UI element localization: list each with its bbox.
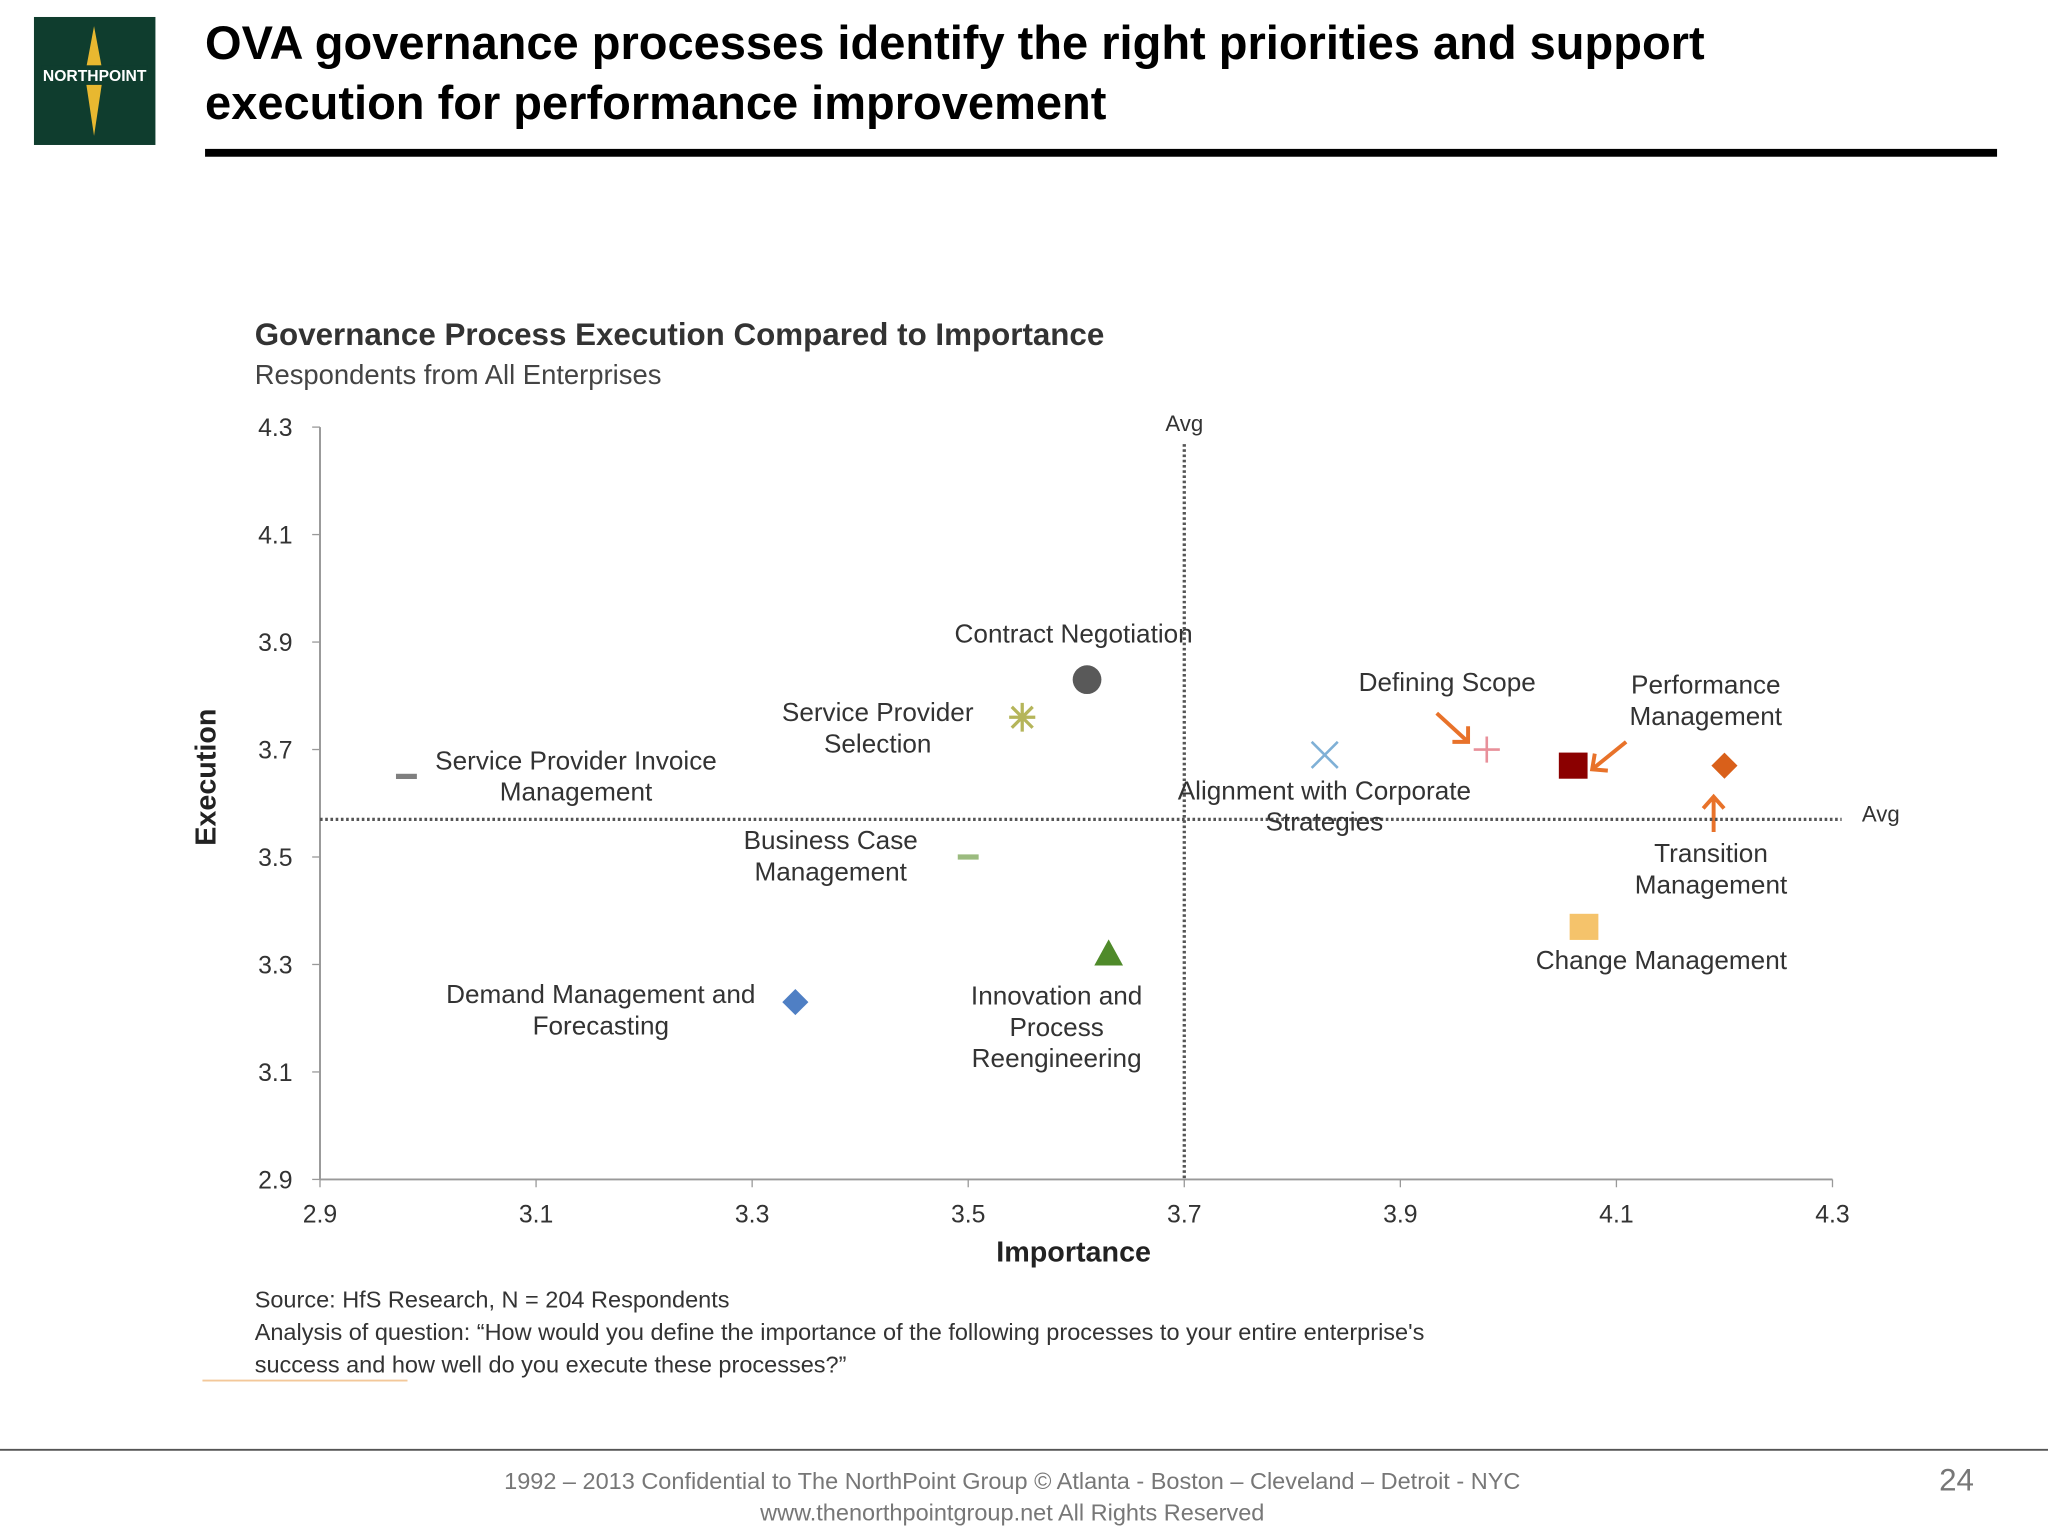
point (1473, 736, 1500, 763)
x-tick-label: 3.5 (951, 1202, 985, 1229)
note: Analysis of question: “How would you def… (255, 1319, 1425, 1345)
y-tick-label: 3.3 (258, 953, 292, 980)
y-tick-label: 3.1 (258, 1060, 292, 1087)
arrow (1701, 793, 1726, 832)
point-label: Innovation and Process Reengineering (970, 982, 1143, 1074)
chart-subtitle: Respondents from All Enterprises (255, 359, 662, 390)
y-tick-label: 3.5 (258, 845, 292, 872)
y-tick-label: 3.9 (258, 630, 292, 657)
chart-title: Governance Process Execution Compared to… (255, 317, 1105, 352)
arrow (1589, 740, 1628, 773)
source: Source: HfS Research, N = 204 Respondent… (255, 1286, 730, 1312)
point (1558, 752, 1588, 779)
point-label: Demand Management and Forecasting (446, 980, 756, 1041)
y-tick-label: 4.3 (258, 415, 292, 442)
point (395, 773, 417, 780)
point-label: Contract Negotiation (954, 620, 1193, 650)
logo-band (41, 65, 148, 85)
x-tick-label: 3.9 (1383, 1202, 1417, 1229)
point (1072, 665, 1102, 695)
x-tick-label: 3.3 (735, 1202, 769, 1229)
point (1569, 913, 1599, 940)
point-label: Change Management (1535, 946, 1787, 976)
slide-title: execution for performance improvement (205, 76, 1107, 129)
point-label: Service Provider Invoice Management (435, 747, 717, 808)
point-label: Transition Management (1634, 839, 1788, 900)
point-label: Defining Scope (1358, 668, 1536, 698)
logo-text: NORTHPOINT (43, 68, 147, 85)
point (1310, 740, 1339, 769)
y-axis-label: Execution (191, 709, 223, 846)
point-label: Service Provider Selection (781, 698, 974, 759)
x-axis-label: Importance (996, 1237, 1151, 1269)
footer: www.thenorthpointgroup.net All Rights Re… (759, 1499, 1264, 1525)
x-tick-label: 4.1 (1599, 1202, 1633, 1229)
point-label: Alignment with Corporate Strategies (1177, 777, 1472, 838)
point (782, 989, 809, 1016)
x-tick-label: 4.3 (1815, 1202, 1849, 1229)
point (957, 854, 979, 860)
x-tick-label: 2.9 (303, 1202, 337, 1229)
note: success and how well do you execute thes… (255, 1352, 847, 1378)
y-tick-label: 3.7 (258, 738, 292, 765)
avg-label: Avg (1862, 802, 1900, 827)
y-tick-label: 4.1 (258, 523, 292, 550)
page-number: 24 (1939, 1462, 1974, 1497)
point-label: Business Case Management (743, 826, 918, 887)
x-tick-label: 3.1 (519, 1202, 553, 1229)
y-tick-label: 2.9 (258, 1168, 292, 1195)
x-tick-label: 3.7 (1167, 1202, 1201, 1229)
point (1711, 752, 1738, 779)
avg-label: Avg (1165, 411, 1203, 436)
footer: 1992 – 2013 Confidential to The NorthPoi… (504, 1468, 1520, 1494)
arrows (1435, 711, 1726, 832)
title-rule (205, 148, 1998, 157)
point (1094, 939, 1124, 966)
point-label: Performance Management (1629, 671, 1783, 732)
slide-title: OVA governance processes identify the ri… (205, 16, 1705, 69)
arrow (1435, 711, 1471, 744)
point (1009, 702, 1036, 732)
